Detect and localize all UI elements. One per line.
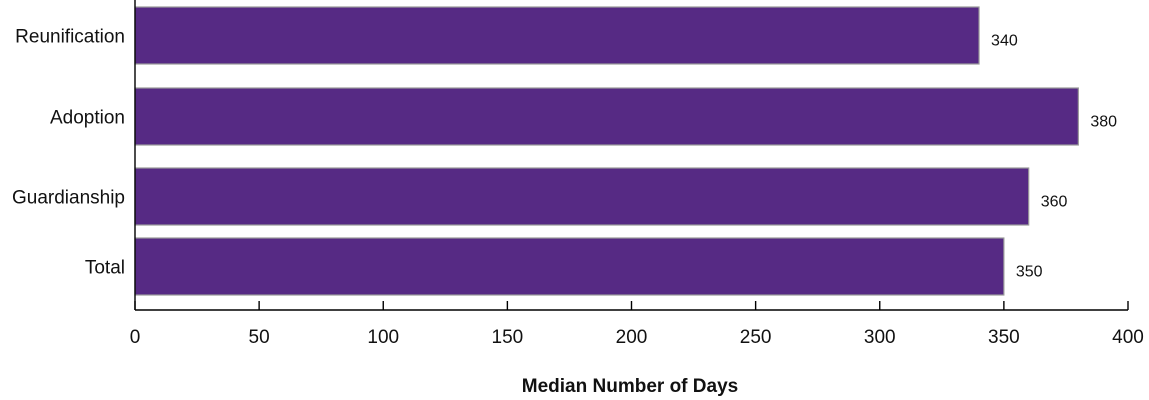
- value-label-reunification: 340: [991, 33, 1018, 50]
- x-tick-label-250: 250: [740, 327, 772, 348]
- x-tick-label-300: 300: [864, 327, 896, 348]
- x-axis-title: Median Number of Days: [522, 376, 738, 397]
- x-tick-label-200: 200: [616, 327, 648, 348]
- bar-total: [134, 237, 1005, 296]
- value-label-guardianship: 360: [1041, 194, 1068, 211]
- labels: Reunification 340 Adoption 380 Guardianship 3…: [12, 27, 1144, 349]
- x-tick-label-150: 150: [492, 327, 524, 348]
- value-label-adoption: 380: [1090, 114, 1117, 131]
- bars: [134, 6, 1079, 296]
- bar-reunification: [134, 6, 980, 65]
- axes: [134, 0, 1129, 311]
- x-tick-label-400: 400: [1112, 327, 1144, 348]
- bar-guardianship: [134, 167, 1030, 226]
- x-tick-label-50: 50: [249, 327, 270, 348]
- bar-adoption: [134, 87, 1079, 146]
- x-tick-label-0: 0: [130, 327, 141, 348]
- value-label-total: 350: [1016, 264, 1043, 281]
- x-tick-label-350: 350: [988, 327, 1020, 348]
- category-label-adoption: Adoption: [50, 108, 125, 129]
- category-label-total: Total: [85, 258, 125, 279]
- category-label-guardianship: Guardianship: [12, 188, 125, 209]
- category-label-reunification: Reunification: [15, 27, 125, 48]
- x-tick-label-100: 100: [367, 327, 399, 348]
